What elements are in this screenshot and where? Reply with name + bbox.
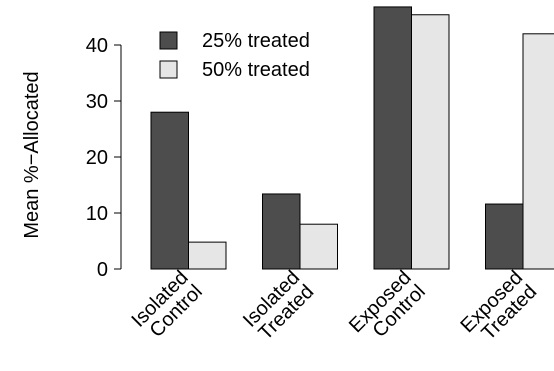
bar [299, 223, 338, 270]
bar [150, 111, 189, 270]
x-tick-label: IsolatedControl [128, 267, 207, 346]
bar [411, 14, 450, 270]
bar [373, 6, 412, 270]
y-tick-label: 10 [86, 203, 108, 225]
legend-label: 25% treated [202, 30, 310, 52]
x-tick-label: ExposedTreated [457, 267, 542, 352]
legend-label: 50% treated [202, 59, 310, 81]
legend-swatch [159, 31, 178, 50]
bar [262, 193, 301, 270]
y-tick-label: 40 [86, 35, 108, 57]
bar [485, 203, 524, 270]
legend-swatch [159, 60, 178, 79]
x-tick-label: IsolatedTreated [239, 267, 318, 346]
y-tick-label: 30 [86, 91, 108, 113]
y-tick-label: 0 [97, 259, 108, 281]
y-tick-label: 20 [86, 147, 108, 169]
y-axis-label: Mean %−Allocated [21, 71, 43, 238]
x-tick-label: ExposedControl [345, 267, 430, 352]
bar [522, 33, 554, 270]
bar [188, 241, 227, 270]
